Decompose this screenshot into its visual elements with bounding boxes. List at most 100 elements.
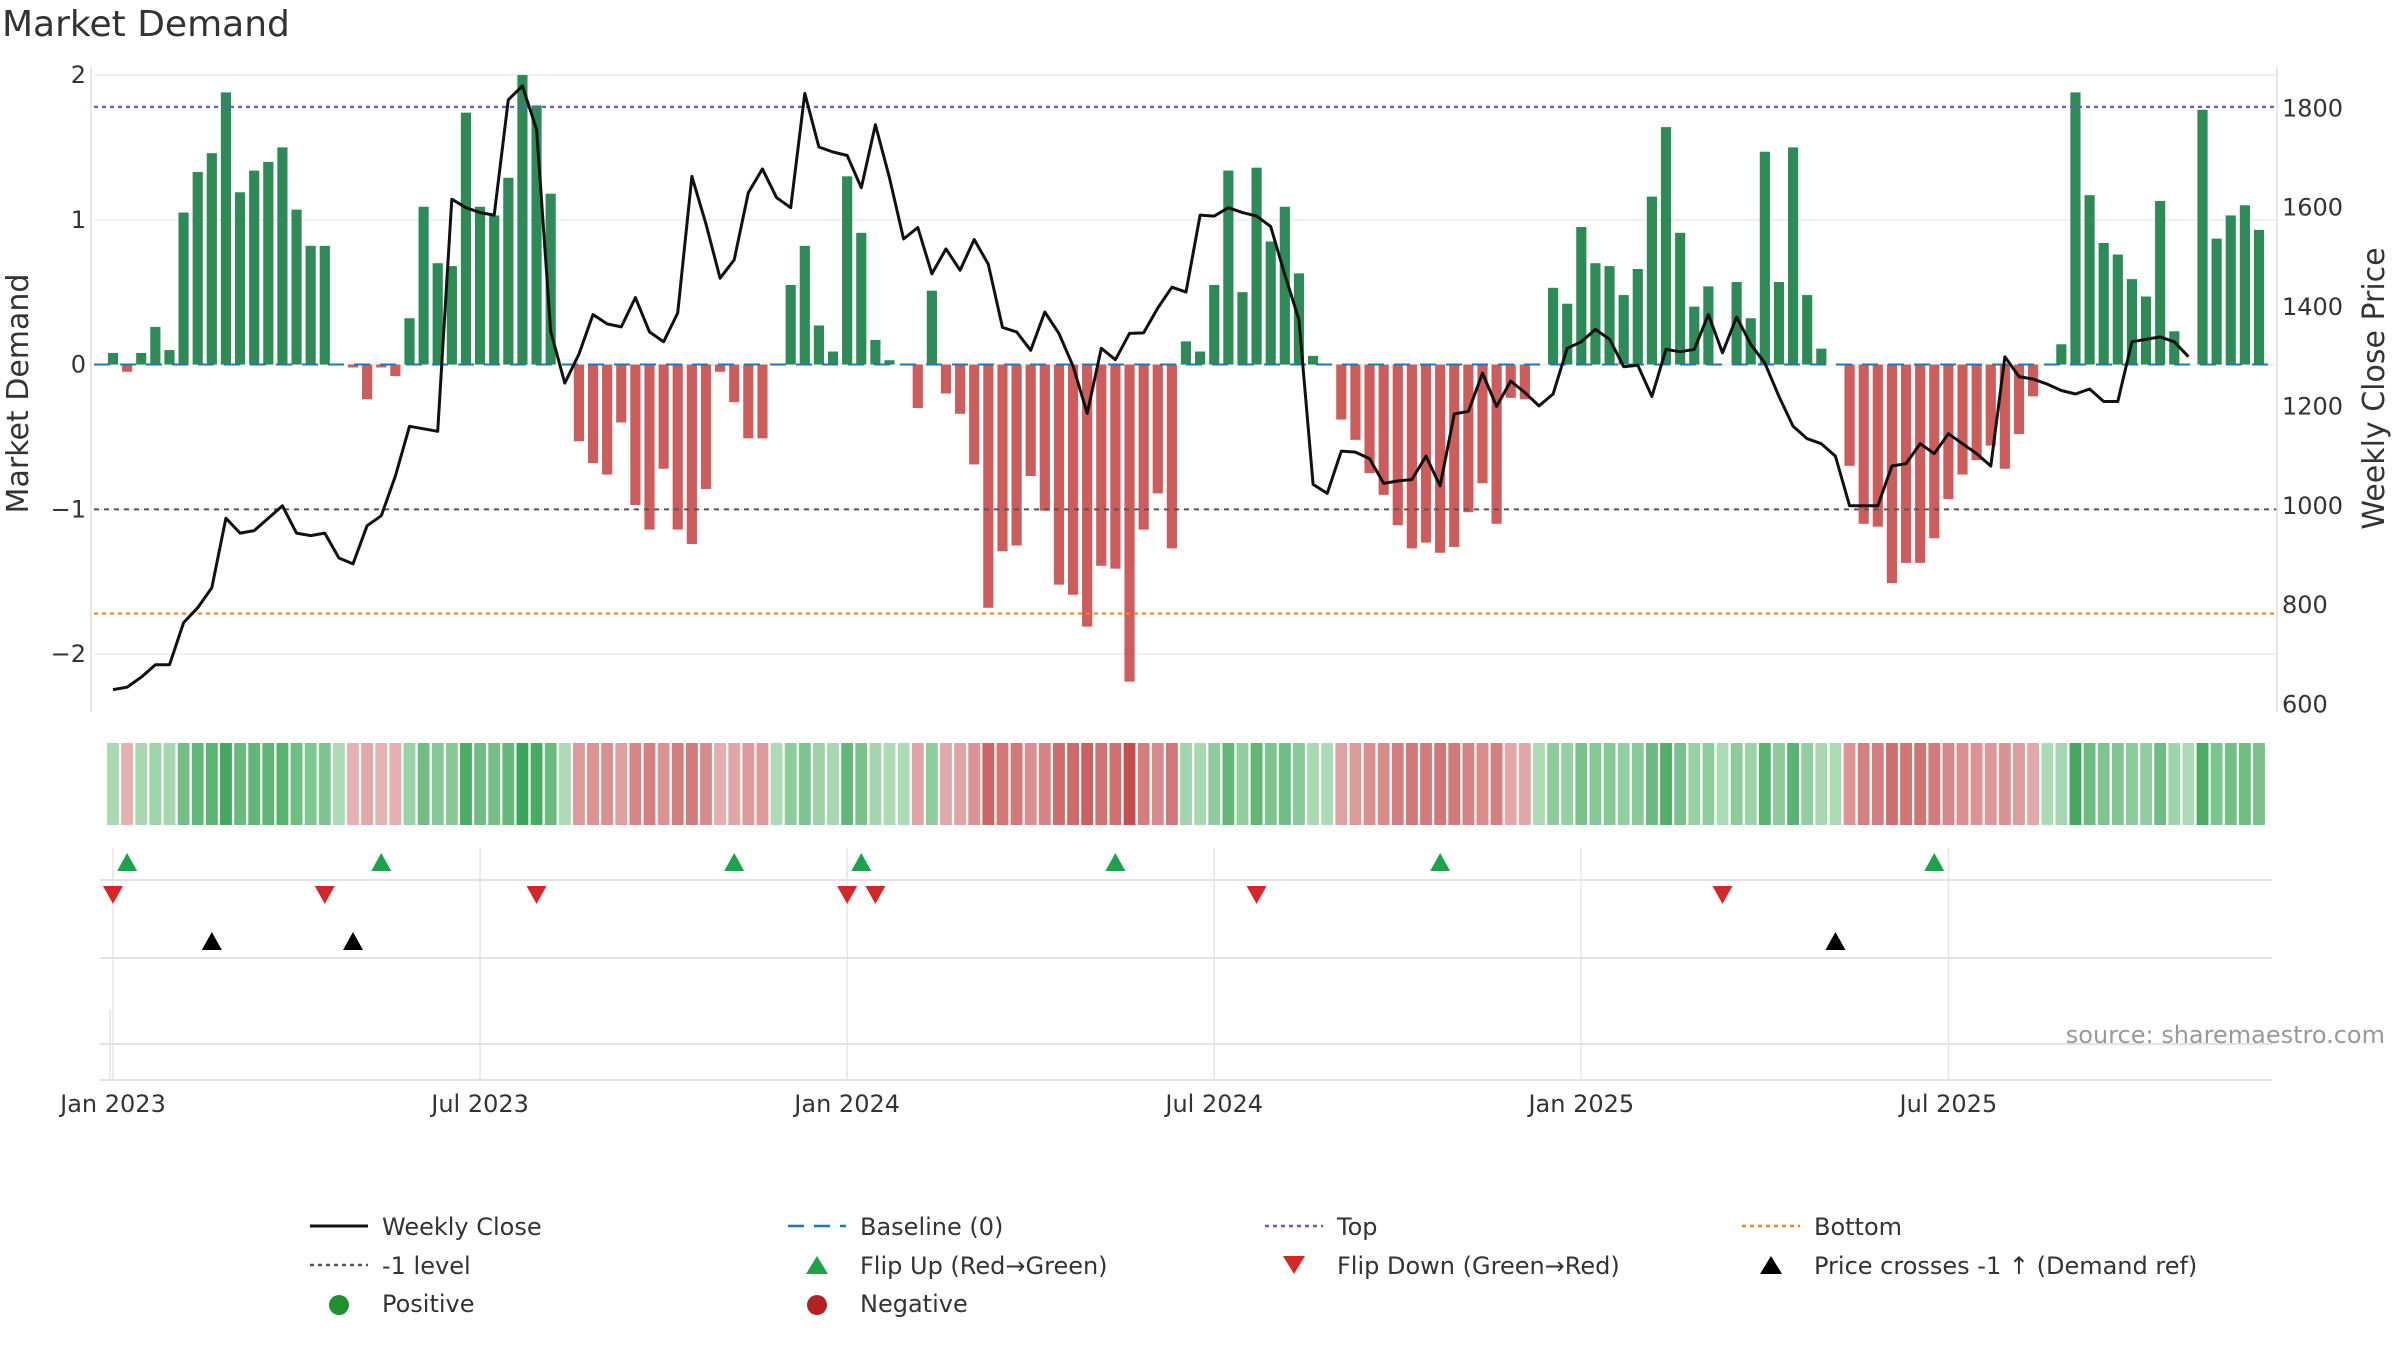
heat-cell [2182, 743, 2195, 825]
heat-cell [1815, 743, 1828, 825]
heat-cell [403, 743, 416, 825]
legend-label: Bottom [1814, 1213, 1902, 1241]
demand-bar [1039, 364, 1050, 511]
heat-cell [1377, 743, 1390, 825]
heat-cell [700, 743, 712, 825]
heat-cell [714, 743, 727, 825]
heat-cell [1970, 743, 1983, 825]
flip-up-marker [1430, 853, 1451, 871]
heat-cell [1024, 743, 1037, 825]
heat-cell [742, 743, 755, 825]
demand-bar [785, 284, 796, 365]
demand-bar [305, 245, 316, 365]
demand-bar [545, 193, 556, 365]
demand-bar [1350, 364, 1361, 440]
demand-bar [1802, 295, 1813, 365]
x-tick-label: Jul 2025 [1898, 1090, 1998, 1118]
heat-cell [2140, 743, 2152, 825]
heat-cell [1321, 743, 1334, 825]
heat-cell [375, 743, 388, 825]
heat-cell [502, 743, 515, 825]
demand-bar [1491, 364, 1502, 524]
reference-lines [94, 105, 2277, 615]
y-right-tick-label: 1200 [2282, 392, 2343, 420]
demand-bar [1943, 364, 1954, 500]
heat-cell [163, 743, 176, 825]
heat-cell [1236, 743, 1249, 825]
demand-bar [1985, 364, 1996, 446]
heat-cell [1730, 743, 1743, 825]
heat-cell [1349, 743, 1362, 825]
y-left-tick-label: 0 [71, 351, 86, 379]
demand-bar [827, 351, 839, 365]
demand-bar [1449, 364, 1460, 547]
demand-bar [2126, 279, 2138, 365]
heat-cell [1533, 743, 1545, 825]
heat-cell [798, 743, 811, 825]
heat-cell [1744, 743, 1757, 825]
heat-cell [1504, 743, 1517, 825]
heat-cell [1942, 743, 1955, 825]
demand-bar [997, 364, 1008, 552]
demand-bar [432, 263, 443, 365]
demand-bar [743, 364, 754, 439]
heat-cell [1829, 743, 1842, 825]
heat-cell [1081, 743, 1094, 825]
heat-cell [1617, 743, 1630, 825]
weekly-close-line [112, 84, 2190, 692]
legend-label: Weekly Close [382, 1213, 542, 1241]
heat-cell [1420, 743, 1432, 825]
legend-label: -1 level [382, 1252, 471, 1280]
price-cross-marker [201, 932, 222, 950]
heat-cell [1264, 743, 1277, 825]
demand-bar [912, 364, 923, 408]
heat-cell [1914, 743, 1927, 825]
demand-bar [1999, 364, 2010, 469]
heat-cell [756, 743, 769, 825]
flip-up-marker [1105, 853, 1126, 871]
demand-bar [2056, 344, 2067, 365]
demand-bar [404, 318, 415, 365]
flip-up-marker [371, 853, 392, 871]
demand-bar [249, 170, 260, 365]
heat-cell [1998, 743, 2011, 825]
demand-bar [884, 360, 895, 365]
heat-cell [1702, 743, 1715, 825]
heat-cell [1165, 743, 1178, 825]
demand-bar [1971, 364, 1982, 461]
heat-cell [572, 743, 585, 825]
x-tick-label: Jan 2023 [58, 1090, 166, 1118]
demand-bar [1632, 268, 1643, 365]
legend-label: Positive [382, 1290, 475, 1318]
demand-bar [1590, 263, 1601, 365]
x-tick-label: Jan 2025 [1526, 1090, 1634, 1118]
demand-bar [1689, 306, 1700, 365]
demand-bar [164, 350, 175, 365]
heat-cell [1984, 743, 1997, 825]
demand-bar [206, 153, 217, 365]
demand-bar [220, 92, 232, 365]
legend-label: Negative [860, 1290, 968, 1318]
demand-bar [672, 364, 683, 530]
demand-bar [1237, 292, 1248, 365]
heat-cell [2154, 743, 2167, 825]
demand-bar [813, 325, 825, 365]
demand-bar [870, 339, 881, 365]
demand-bar [1082, 364, 1093, 627]
heat-cell [685, 743, 698, 825]
demand-bar [1209, 284, 1220, 365]
heat-cell [1123, 743, 1136, 825]
heat-cell [220, 743, 232, 825]
heat-cell [1716, 743, 1729, 825]
flip-up-marker [117, 853, 138, 871]
demand-bar [1703, 286, 1714, 365]
heat-cell [2168, 743, 2181, 825]
heat-cell [1490, 743, 1503, 825]
demand-bar [700, 364, 712, 490]
y-left-tick-label: 2 [71, 61, 86, 89]
demand-bar [1816, 348, 1827, 365]
flip-up-marker [724, 853, 745, 871]
flip-markers [103, 853, 1945, 950]
heat-cell [2097, 743, 2110, 825]
heat-cell [149, 743, 162, 825]
